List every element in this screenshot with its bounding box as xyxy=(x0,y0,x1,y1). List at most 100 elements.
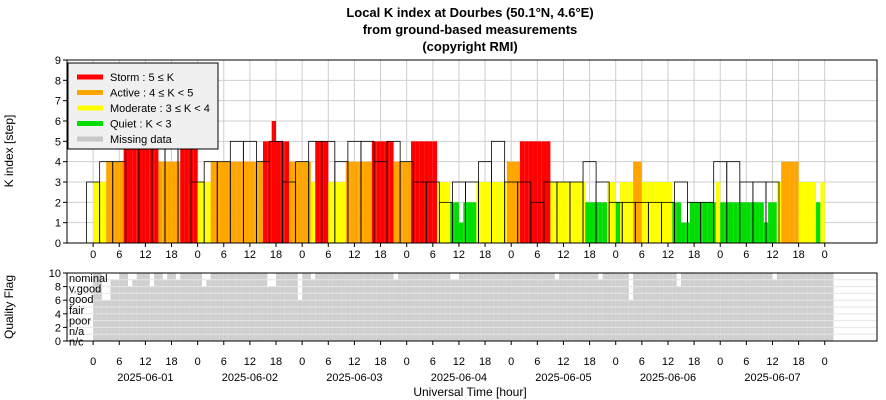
legend-label: Quiet : K < 3 xyxy=(110,119,171,131)
quality-x-ticks: 0 6 12 18 0 6 12 18 0 6 12 18 0 6 12 18 0 6 12 18 0 6 12 18 0 6 12… xyxy=(90,341,828,368)
kindex-x-tick-label: 12 xyxy=(244,249,256,261)
kindex-x-tick-label: 6 xyxy=(325,249,331,261)
quality-level-label: poor xyxy=(69,315,91,327)
quality-date-labels: 2025-06-01 2025-06-02 2025-06-03 2025-06-04… xyxy=(117,372,800,384)
quality-y-tick-label: 2 xyxy=(55,322,61,334)
kindex-bar xyxy=(310,182,316,243)
kindex-x-tick-label: 12 xyxy=(662,249,674,261)
kindex-bar xyxy=(206,182,211,243)
kindex-y-axis-label: K index [step] xyxy=(2,115,16,188)
kindex-bar xyxy=(323,141,329,243)
quality-bar xyxy=(772,279,777,341)
legend: Storm : 5 ≤ K Active : 4 ≤ K < 5 Moderate … xyxy=(67,62,219,150)
kindex-bar xyxy=(720,202,725,243)
kindex-bar xyxy=(511,161,516,243)
kindex-bar xyxy=(406,161,412,243)
kindex-bar xyxy=(798,182,803,243)
quality-x-tick-label: 18 xyxy=(374,356,386,368)
kindex-bar xyxy=(376,141,381,243)
quality-x-tick-label: 18 xyxy=(792,356,804,368)
kindex-3hour-outlines xyxy=(86,120,780,244)
kindex-bar xyxy=(789,161,795,243)
kindex-bar xyxy=(498,182,503,243)
quality-bar xyxy=(393,279,398,341)
kindex-bar xyxy=(132,141,137,243)
quality-bar xyxy=(175,279,181,341)
kindex-bar xyxy=(689,202,695,243)
kindex-bar xyxy=(367,161,372,243)
kindex-bar xyxy=(141,141,146,243)
kindex-bar xyxy=(441,182,446,243)
kindex-x-tick-label: 0 xyxy=(822,249,828,261)
kindex-x-tick-label: 18 xyxy=(583,249,595,261)
kindex-bar xyxy=(733,202,738,243)
quality-x-tick-label: 6 xyxy=(534,356,540,368)
kindex-bar xyxy=(415,141,420,243)
kindex-bar xyxy=(615,202,621,243)
kindex-bar xyxy=(171,161,176,243)
quality-x-tick-label: 6 xyxy=(221,356,227,368)
kindex-x-tick-label: 0 xyxy=(404,249,410,261)
kindex-y-ticks: 0 1 2 3 4 5 6 7 8 9 xyxy=(55,55,67,250)
kindex-bar xyxy=(236,161,242,243)
kindex-bar xyxy=(602,202,607,243)
kindex-bar xyxy=(145,141,150,243)
kindex-bar xyxy=(297,161,303,243)
kindex-bar xyxy=(454,202,459,243)
kindex-x-tick-label: 6 xyxy=(534,249,540,261)
kindex-bar xyxy=(232,161,237,243)
kindex-bar xyxy=(193,141,198,243)
quality-bar xyxy=(310,279,316,341)
kindex-bar xyxy=(667,182,673,243)
kindex-bar xyxy=(467,202,472,243)
chart-copyright: (copyright RMI) xyxy=(422,39,517,54)
kindex-x-tick-label: 6 xyxy=(743,249,749,261)
quality-y-tick-label: 6 xyxy=(55,295,61,307)
kindex-bar xyxy=(519,141,525,243)
quality-x-tick-label: 12 xyxy=(766,356,778,368)
kindex-bar xyxy=(363,161,368,243)
kindex-bar xyxy=(628,182,634,243)
kindex-bar xyxy=(715,182,721,243)
kindex-bar xyxy=(694,202,699,243)
kindex-bar xyxy=(258,161,263,243)
kindex-bar xyxy=(302,161,307,243)
kindex-bar xyxy=(154,141,159,243)
quality-x-tick-label: 0 xyxy=(90,356,96,368)
kindex-x-tick-label: 0 xyxy=(508,249,514,261)
kindex-x-tick-label: 0 xyxy=(195,249,201,261)
quality-x-tick-label: 6 xyxy=(743,356,749,368)
quality-grid xyxy=(67,279,877,335)
kindex-bar xyxy=(458,222,464,243)
quality-y-tick-label: 10 xyxy=(49,268,61,280)
legend-label: Storm : 5 ≤ K xyxy=(110,72,175,84)
quality-x-tick-label: 0 xyxy=(822,356,828,368)
quality-x-tick-label: 0 xyxy=(613,356,619,368)
kindex-bar xyxy=(158,161,163,243)
kindex-bar xyxy=(702,202,708,243)
kindex-bar xyxy=(262,141,268,243)
kindex-y-tick-label: 2 xyxy=(55,197,61,209)
kindex-bar xyxy=(572,182,577,243)
kindex-bar xyxy=(537,141,542,243)
date-label: 2025-06-03 xyxy=(326,372,382,384)
chart-subtitle: from ground-based measurements xyxy=(363,22,578,37)
kindex-bar xyxy=(807,182,812,243)
kindex-bar xyxy=(223,161,229,243)
quality-bar xyxy=(450,279,455,341)
kindex-bar xyxy=(271,121,277,243)
kindex-bar xyxy=(585,202,590,243)
kindex-x-tick-label: 0 xyxy=(613,249,619,261)
quality-level-label: good xyxy=(69,294,93,306)
kindex-bar xyxy=(759,202,764,243)
kindex-bar xyxy=(598,202,603,243)
quality-bar xyxy=(454,279,459,341)
kindex-bar xyxy=(811,182,817,243)
kindex-bar xyxy=(284,141,290,243)
kindex-bar xyxy=(676,202,682,243)
kindex-bar xyxy=(654,182,660,243)
kindex-bar xyxy=(219,161,224,243)
kindex-bar xyxy=(315,141,320,243)
